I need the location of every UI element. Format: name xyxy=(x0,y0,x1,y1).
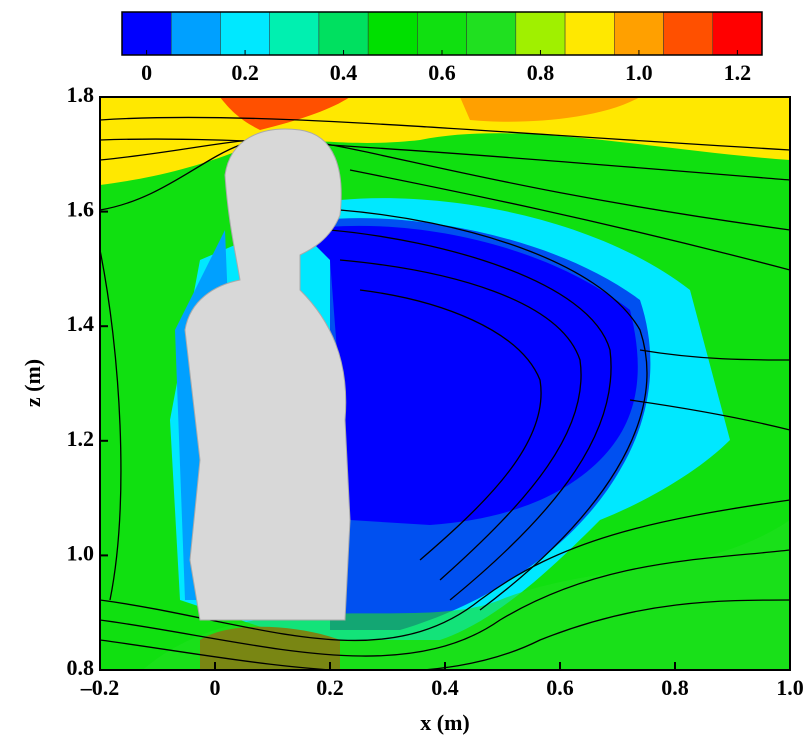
x-tick-label: 0.8 xyxy=(661,675,689,700)
x-tick-label: 0.4 xyxy=(431,675,459,700)
colorbar-tick-label: 0 xyxy=(141,60,152,85)
chart: x (m) z (m) –0.200.20.40.60.81.00.81.01.… xyxy=(0,0,806,745)
colorbar-bin xyxy=(368,12,417,55)
y-tick-label: 1.2 xyxy=(67,426,95,451)
colorbar-tick-label: 1.0 xyxy=(625,60,653,85)
colorbar-tick-label: 0.2 xyxy=(231,60,259,85)
colorbar-bin xyxy=(270,12,319,55)
colorbar-tick-label: 0.8 xyxy=(527,60,555,85)
y-axis-label: z (m) xyxy=(20,359,45,407)
colorbar-bin xyxy=(565,12,614,55)
colorbar-tick-label: 1.2 xyxy=(724,60,752,85)
colorbar-tick-label: 0.4 xyxy=(330,60,358,85)
colorbar-bin xyxy=(614,12,663,55)
colorbar-bin xyxy=(171,12,220,55)
colorbar-tick-label: 0.6 xyxy=(428,60,456,85)
colorbar-bin xyxy=(122,12,171,55)
y-tick-label: 1.4 xyxy=(67,311,95,336)
y-tick-label: 0.8 xyxy=(67,655,95,680)
colorbar-bin xyxy=(220,12,269,55)
colorbar-bin xyxy=(664,12,713,55)
x-axis-label: x (m) xyxy=(420,710,469,735)
colorbar-bin xyxy=(713,12,762,55)
colorbar-bin xyxy=(319,12,368,55)
y-tick-label: 1.0 xyxy=(67,540,95,565)
x-tick-label: 1.0 xyxy=(776,675,804,700)
colorbar-bin xyxy=(467,12,516,55)
x-tick-label: 0.6 xyxy=(546,675,574,700)
x-tick-label: 0.2 xyxy=(316,675,344,700)
x-tick-label: 0 xyxy=(210,675,221,700)
colorbar-bin xyxy=(516,12,565,55)
colorbar-bin xyxy=(417,12,466,55)
y-tick-label: 1.6 xyxy=(67,197,95,222)
y-tick-label: 1.8 xyxy=(67,82,95,107)
